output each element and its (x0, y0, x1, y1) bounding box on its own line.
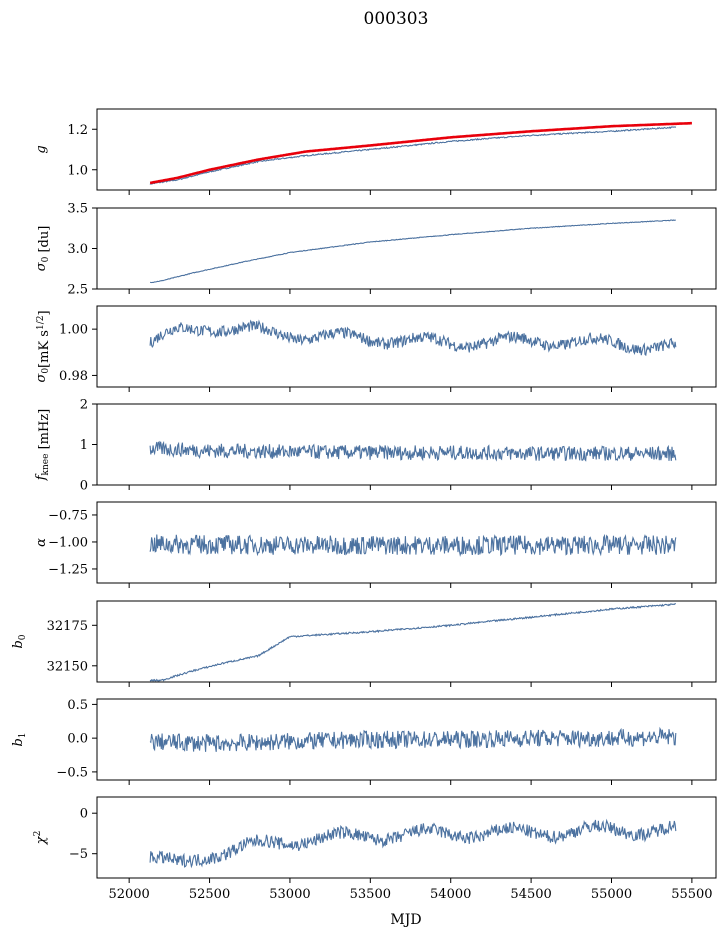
subplot-3: 0.98 1.00 σ0[mK s1/2] (34, 305, 717, 392)
y-tick-label: −1.00 (48, 535, 88, 550)
y-tick-label: 32150 (47, 659, 88, 674)
y-tick-label: 2.5 (67, 283, 88, 298)
axes-frame (96, 403, 717, 486)
x-tick-label: 55500 (671, 887, 712, 902)
svg-text:σ0 [du]: σ0 [du] (34, 226, 52, 272)
y-tick-label: 0.5 (67, 698, 88, 713)
y-axis-label: σ0 [du] (34, 226, 52, 272)
subplot-6: 32150 32175 b0 (11, 600, 717, 687)
series-line-1 (149, 726, 677, 752)
series-line-1 (149, 319, 677, 357)
x-tick-label: 53000 (269, 887, 310, 902)
y-axis-label: χ2 (33, 831, 49, 846)
series-line-1 (149, 818, 677, 869)
y-tick-label: 1.2 (67, 123, 88, 138)
axes-frame (96, 305, 717, 388)
x-tick-label: 54000 (430, 887, 471, 902)
y-tick-label: 32175 (47, 619, 88, 634)
subplot-8: −5 0 52000 52500 53000 53500 54000 54500 55000 55… (33, 796, 717, 902)
y-axis-label: b1 (11, 732, 28, 746)
x-axis-label: MJD (390, 912, 421, 928)
y-tick-label: −1.25 (48, 562, 88, 577)
subplot-4: 0 1 2 fknee [mHz] (34, 398, 717, 494)
svg-text:b0: b0 (11, 634, 28, 648)
y-axis-label: fknee [mHz] (34, 409, 52, 482)
series-line-2 (149, 121, 692, 185)
y-axis-label: α (34, 538, 49, 547)
series-line-1 (149, 126, 677, 185)
axes-frame (96, 796, 717, 879)
x-tick-label: 52500 (189, 887, 230, 902)
y-axis-label: b0 (11, 634, 28, 648)
svg-text:χ2: χ2 (33, 831, 49, 846)
svg-text:g: g (34, 145, 49, 153)
subplot-2: 2.5 3.0 3.5 σ0 [du] (34, 202, 717, 298)
axes-frame (96, 108, 717, 191)
series-line-1 (149, 440, 677, 462)
subplots: 1.0 1.2 g 2.5 3.0 3.5 σ0 [du] 0.98 1.00 σ0[mK s1/… (11, 108, 717, 902)
series-line-1 (149, 533, 677, 557)
y-tick-label: 1.00 (59, 323, 88, 338)
y-tick-label: 1 (80, 438, 88, 453)
y-tick-label: 0 (80, 807, 88, 822)
svg-text:σ0[mK s1/2]: σ0[mK s1/2] (34, 310, 52, 382)
y-tick-label: −5 (69, 847, 88, 862)
y-tick-label: 2 (80, 398, 88, 413)
subplot-5: −1.25 −1.00 −0.75 α (34, 501, 717, 588)
axes-frame (96, 600, 717, 683)
y-tick-label: 3.0 (67, 242, 88, 257)
y-tick-label: 0.98 (59, 369, 88, 384)
axes-frame (96, 501, 717, 584)
y-tick-label: 0.0 (67, 732, 88, 747)
series-line-1 (149, 602, 677, 682)
y-tick-label: −0.5 (56, 765, 88, 780)
y-axis-label: g (34, 145, 49, 153)
svg-text:b1: b1 (11, 732, 28, 746)
x-tick-label: 53500 (350, 887, 391, 902)
y-tick-label: 1.0 (67, 163, 88, 178)
axes-frame (96, 207, 717, 290)
x-tick-label: 54500 (510, 887, 551, 902)
series-line-1 (150, 219, 676, 284)
y-axis-label: σ0[mK s1/2] (34, 310, 52, 382)
svg-text:fknee [mHz]: fknee [mHz] (34, 409, 52, 482)
y-tick-label: −0.75 (48, 508, 88, 523)
axes-frame (96, 698, 717, 781)
figure-title: 000303 (364, 9, 429, 29)
svg-text:α: α (34, 538, 49, 547)
subplot-1: 1.0 1.2 g (34, 108, 717, 195)
y-tick-label: 0 (80, 479, 88, 494)
y-tick-label: 3.5 (67, 202, 88, 217)
x-tick-label: 52000 (108, 887, 149, 902)
x-tick-label: 55000 (591, 887, 632, 902)
subplot-7: −0.5 0.0 0.5 b1 (11, 698, 717, 785)
